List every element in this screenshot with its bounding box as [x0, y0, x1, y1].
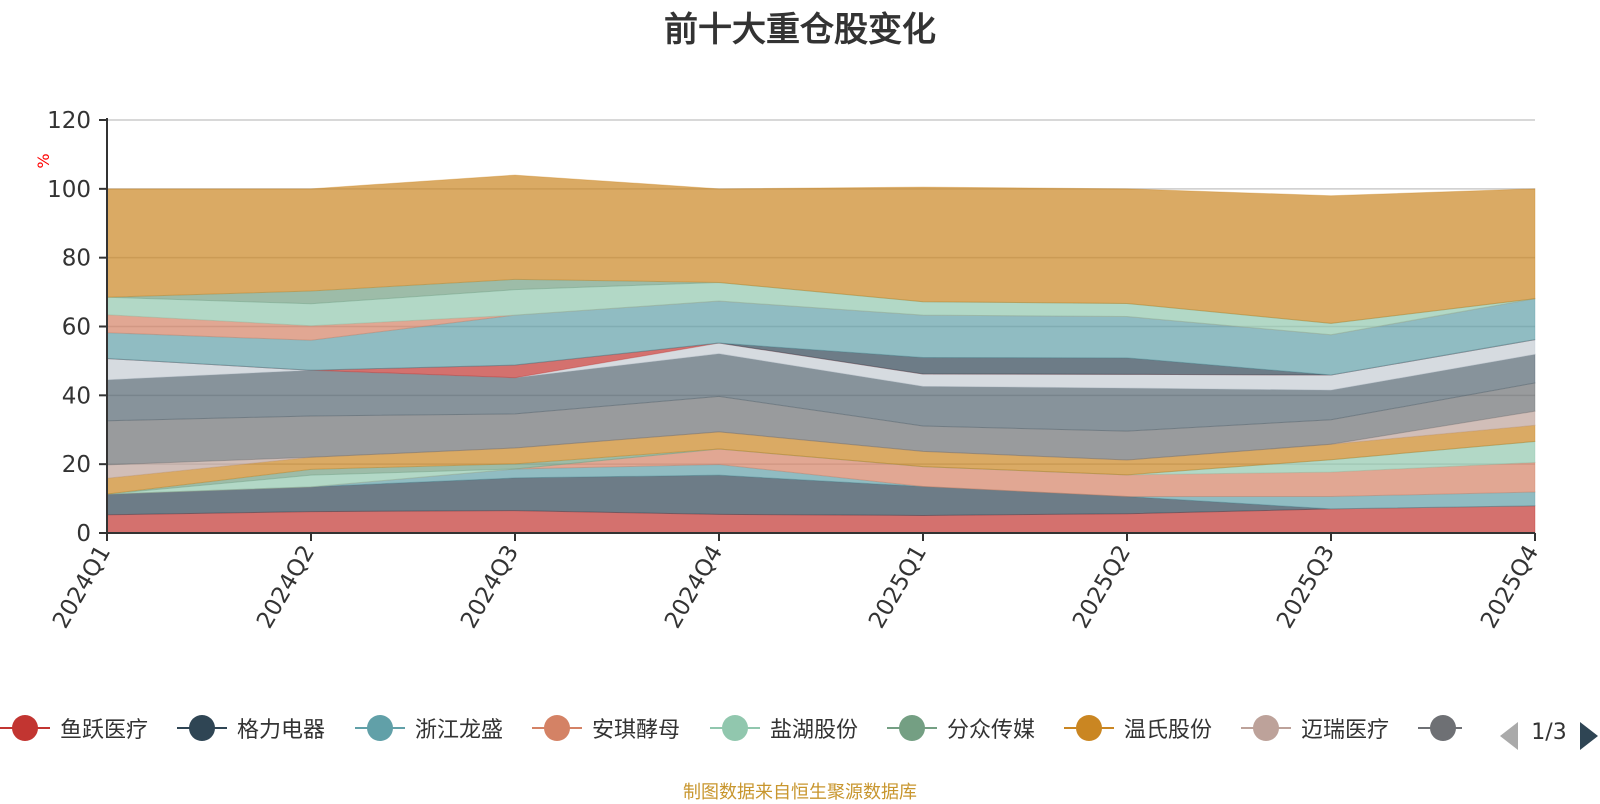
- area-series-8: [106, 410, 1536, 479]
- legend-symbol-icon: [887, 714, 937, 742]
- area-series-6: [106, 440, 1536, 495]
- legend-symbol-icon: [177, 714, 227, 742]
- x-tick-label: 2024Q1: [48, 541, 116, 633]
- legend-label: 分众传媒: [947, 718, 1036, 743]
- x-tick-label: 2025Q2: [1068, 541, 1136, 633]
- legend-page-indicator: 1/3: [1531, 720, 1567, 745]
- area-series-14: [106, 298, 1536, 376]
- legend-label: 温氏股份: [1124, 718, 1213, 743]
- legend-symbol-icon: [710, 714, 760, 742]
- legend-label: 鱼跃医疗: [60, 718, 149, 743]
- y-tick-label: 80: [62, 246, 91, 272]
- legend-item[interactable]: 盐湖股份: [710, 712, 858, 744]
- legend-items: 鱼跃医疗 格力电器 浙江龙盛 安琪酵母 盐湖股份 分众传媒 温氏股份 迈瑞医疗: [0, 712, 1462, 752]
- y-tick-label: 20: [62, 452, 91, 478]
- legend-symbol-icon: [1064, 714, 1114, 742]
- legend-item[interactable]: 浙江龙盛: [355, 712, 503, 744]
- area-series-3: [106, 464, 1536, 510]
- legend-symbol-icon: [1418, 714, 1462, 742]
- data-source-note: 制图数据来自恒生聚源数据库: [683, 782, 917, 803]
- legend-item[interactable]: 迈瑞医疗: [1241, 712, 1389, 744]
- legend: 鱼跃医疗 格力电器 浙江龙盛 安琪酵母 盐湖股份 分众传媒 温氏股份 迈瑞医疗: [0, 712, 1600, 752]
- legend-item[interactable]: 格力电器: [177, 712, 325, 744]
- legend-symbol-icon: [532, 714, 582, 742]
- y-tick-label: 40: [62, 383, 91, 409]
- legend-label: 格力电器: [237, 718, 326, 743]
- legend-item-partial[interactable]: [1418, 712, 1462, 744]
- legend-symbol-icon: [0, 714, 50, 742]
- x-tick-label: 2025Q3: [1272, 541, 1340, 633]
- y-tick-label: 120: [47, 108, 91, 134]
- y-tick-label: 0: [76, 521, 91, 547]
- x-tick-label: 2024Q4: [660, 541, 728, 633]
- legend-item[interactable]: 鱼跃医疗: [0, 712, 148, 744]
- x-tick-label: 2024Q3: [456, 541, 524, 633]
- x-tick-label: 2025Q4: [1476, 541, 1544, 633]
- legend-symbol-icon: [1241, 714, 1291, 742]
- x-tick-label: 2024Q2: [252, 541, 320, 633]
- area-series-11: [106, 338, 1536, 391]
- legend-label: 浙江龙盛: [415, 718, 504, 743]
- y-tick-label: 60: [62, 315, 91, 341]
- legend-item[interactable]: 安琪酵母: [532, 712, 680, 744]
- area-series-16: [106, 281, 1536, 336]
- chart-title: 前十大重仓股变化: [664, 10, 936, 50]
- legend-item[interactable]: 温氏股份: [1064, 712, 1212, 744]
- x-tick-label: 2025Q1: [864, 541, 932, 633]
- area-series-18: [106, 174, 1536, 324]
- legend-label: 盐湖股份: [770, 718, 859, 743]
- legend-symbol-icon: [355, 714, 405, 742]
- legend-prev-page-icon[interactable]: [1500, 722, 1518, 750]
- legend-pager: 1/3: [1498, 718, 1600, 752]
- area-series-7: [106, 424, 1536, 495]
- stacked-areas: [106, 174, 1536, 534]
- y-axis-unit: %: [34, 153, 53, 168]
- legend-label: 迈瑞医疗: [1301, 718, 1390, 743]
- legend-next-page-icon[interactable]: [1580, 722, 1598, 750]
- y-tick-label: 100: [47, 177, 91, 203]
- legend-item[interactable]: 分众传媒: [887, 712, 1035, 744]
- legend-label: 安琪酵母: [592, 718, 681, 743]
